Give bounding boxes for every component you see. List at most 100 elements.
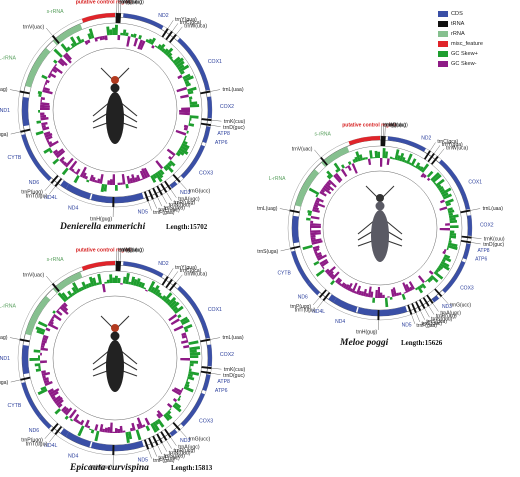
gc-skew-bar [312,245,320,250]
trna-label: trnM(cau) [120,0,142,5]
trna-label: trnG(ucc) [450,303,471,309]
gc-skew-bar [184,80,190,85]
gc-skew-bar [40,112,45,116]
gc-skew-bar [182,140,188,145]
cds-label: ND5 [402,323,412,329]
trna-label: trnK(cuu) [224,367,246,373]
cds-label: ND4 [335,319,345,325]
gc-skew-bar [144,289,148,292]
gc-skew-bar [408,281,415,290]
gc-skew-bar [179,145,189,152]
gc-skew-bar [188,340,199,345]
gc-skew-bar [447,209,455,214]
leader-line [10,131,21,135]
gc-skew-bar [315,199,320,204]
gc-skew-bar [125,431,130,444]
trna-label: trnG(ucc) [189,436,211,442]
cds-block [467,215,472,237]
gc-skew-bar [185,381,190,385]
gc-skew-bar [183,138,187,142]
trna-label: trnH(gug) [90,216,112,222]
rrna-label: s-rRNA [314,131,331,137]
gc-skew-bar [86,39,91,44]
gc-skew-bar [326,174,332,180]
gc-skew-bar [189,360,199,364]
gc-skew-bar [372,157,376,159]
cds-block [292,215,300,244]
gc-skew-bar [156,292,162,298]
gc-skew-bar [170,318,180,326]
gc-skew-bar [130,33,134,38]
gc-skew-bar [119,425,123,433]
gc-skew-bar [81,281,87,290]
gc-skew-bar [53,48,63,58]
gc-skew-bar [40,107,50,110]
gc-skew-bar [138,281,143,288]
gc-skew-bar [310,220,314,224]
cds-label: COX2 [480,222,494,228]
trna-tick [20,128,31,133]
gc-skew-bar [92,277,97,286]
gc-skew-bar [186,130,189,134]
beetle-antenna [100,67,114,81]
gc-skew-bar [85,283,90,289]
gc-skew-bar [398,292,402,296]
trna-label: trnQ(uug) [122,0,144,5]
gc-skew-bar [143,287,147,290]
gc-skew-bar [181,142,190,149]
gc-skew-bar [345,284,350,290]
trna-tick [161,276,169,286]
trna-label: trnW(uca) [446,145,468,151]
gc-skew-bar [377,286,380,298]
gc-skew-bar [46,139,50,143]
gc-skew-bar [60,43,69,53]
cds-label: ND5 [138,210,148,216]
trna-tick [415,301,422,312]
gc-skew-bar [323,184,331,191]
gc-skew-bar [106,26,110,36]
beetle-elytra [106,340,124,392]
gc-skew-bar [415,287,419,291]
gc-skew-bar [137,39,144,50]
gc-skew-bar [117,35,121,41]
beetle-leg [92,349,111,365]
trna-tick [322,292,331,302]
leader-line [312,297,320,306]
legend-swatch-rrna [438,30,448,37]
leader-line [429,142,436,151]
gc-skew-bar [112,431,115,433]
gc-skew-bar [40,344,45,349]
gc-skew-bar [67,295,71,299]
trna-label: trnY(gua) [442,142,463,148]
cds-label: ND4L [312,309,325,315]
gc-skew-bar [421,163,430,173]
gc-skew-bar [59,57,68,67]
gc-skew-bar [424,280,428,283]
gc-skew-bar [115,184,118,191]
gc-skew-bar [154,172,163,183]
gc-skew-bar [329,273,335,279]
gc-skew-bar [173,325,184,332]
gc-skew-bar [100,183,105,193]
legend-swatch-gc-pos [438,50,448,57]
trna-label: trnS(uga) [0,380,9,386]
legend-label: tRNA [451,20,465,27]
trna-tick [169,281,177,291]
gc-skew-bar [152,173,158,179]
gc-skew-bar [122,430,126,433]
gc-skew-bar [380,158,383,167]
gc-skew-bar [115,428,118,433]
misc-block [81,13,115,23]
gc-skew-bar [64,52,72,61]
gc-skew-bar [171,388,182,396]
misc-block [81,261,115,271]
leader-line [384,126,386,137]
gc-skew-bar [306,217,311,221]
gc-skew-bar [94,37,98,42]
gc-skew-bar [64,415,69,420]
cds-label: CYTB [7,403,21,409]
trna-tick [148,189,154,200]
gc-skew-bar [185,337,188,341]
trna-tick [156,185,163,196]
trna-tick [430,155,439,165]
